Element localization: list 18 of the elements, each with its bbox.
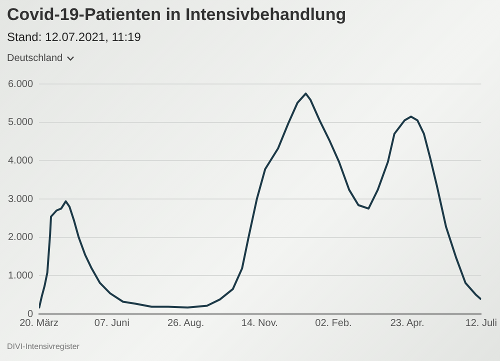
x-tick-label: 02. Feb. [315, 318, 352, 329]
x-tick-label: 07. Juni [94, 318, 130, 329]
x-tick-label: 26. Aug. [167, 318, 204, 329]
text: Deutschland [7, 53, 63, 64]
x-tick-label: 23. Apr. [390, 318, 424, 329]
y-tick-label: 5.000 [8, 117, 34, 128]
x-tick-label: 20. März [20, 318, 58, 329]
chart-title: Covid-19-Patienten in Intensivbehandlung [7, 5, 346, 25]
y-tick-label: 3.000 [8, 194, 34, 205]
chart-subtitle: Stand: 12.07.2021, 11:19 [7, 30, 141, 44]
x-tick-label: 14. Nov. [241, 318, 278, 329]
y-tick-label: 0 [27, 308, 34, 320]
y-tick-label: 4.000 [8, 155, 34, 166]
y-tick-label: 2.000 [8, 232, 34, 244]
text: DIVI-Intensivregister [7, 342, 80, 351]
y-tick-label: 6.000 [8, 78, 34, 90]
x-tick-label: 12. Juli [465, 318, 497, 329]
y-tick-label: 1.000 [8, 270, 34, 282]
